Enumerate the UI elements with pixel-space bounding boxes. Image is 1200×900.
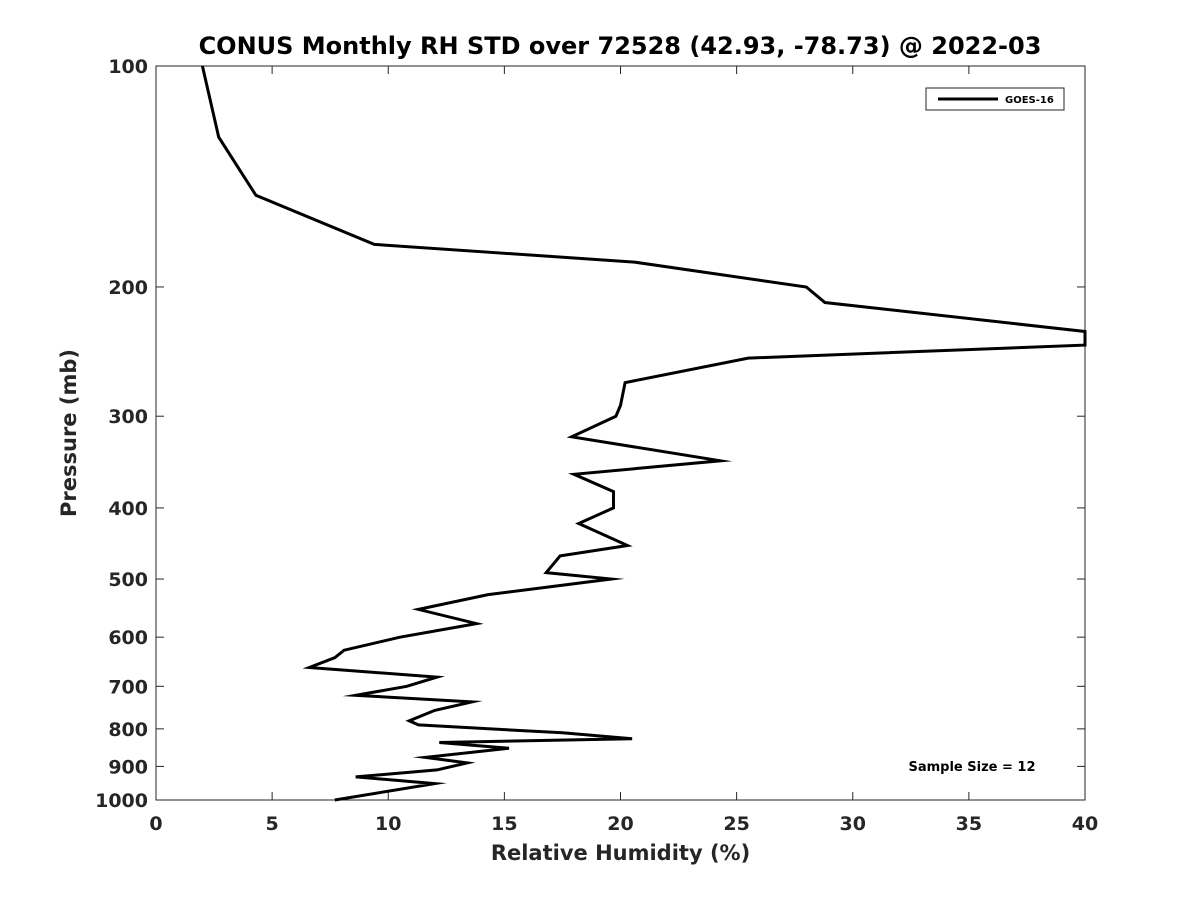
y-tick-label: 800 (108, 719, 148, 741)
y-tick-label: 900 (108, 756, 148, 778)
y-tick-label: 600 (108, 627, 148, 649)
series-line-goes-16 (200, 65, 1087, 802)
series-layer (200, 65, 1087, 802)
x-tick-label: 20 (607, 813, 633, 835)
x-tick-label: 35 (956, 813, 982, 835)
y-tick-label: 400 (108, 498, 148, 520)
legend: GOES-16 (925, 87, 1065, 111)
legend-label-goes-16: GOES-16 (1005, 95, 1054, 106)
y-tick-label: 300 (108, 406, 148, 428)
y-axis: 100 200 300 400 500 600 700 800 900 1000 (95, 56, 1085, 812)
x-tick-label: 25 (723, 813, 749, 835)
plot-area (155, 65, 1086, 801)
x-tick-label: 15 (491, 813, 517, 835)
y-axis-label: Pressure (mb) (57, 349, 81, 517)
x-tick-label: 5 (266, 813, 279, 835)
x-axis: 0 5 10 15 20 25 30 35 40 (149, 66, 1098, 835)
y-tick-label: 500 (108, 569, 148, 591)
x-tick-label: 30 (840, 813, 866, 835)
chart-title: CONUS Monthly RH STD over 72528 (42.93, … (199, 32, 1042, 60)
x-tick-label: 0 (149, 813, 162, 835)
y-tick-label: 200 (108, 277, 148, 299)
x-tick-label: 40 (1072, 813, 1098, 835)
x-axis-label: Relative Humidity (%) (491, 841, 750, 865)
y-tick-label: 700 (108, 676, 148, 698)
y-tick-label: 1000 (95, 790, 148, 812)
x-tick-label: 10 (375, 813, 401, 835)
sample-size-annotation: Sample Size = 12 (908, 760, 1035, 775)
y-tick-label: 100 (108, 56, 148, 78)
